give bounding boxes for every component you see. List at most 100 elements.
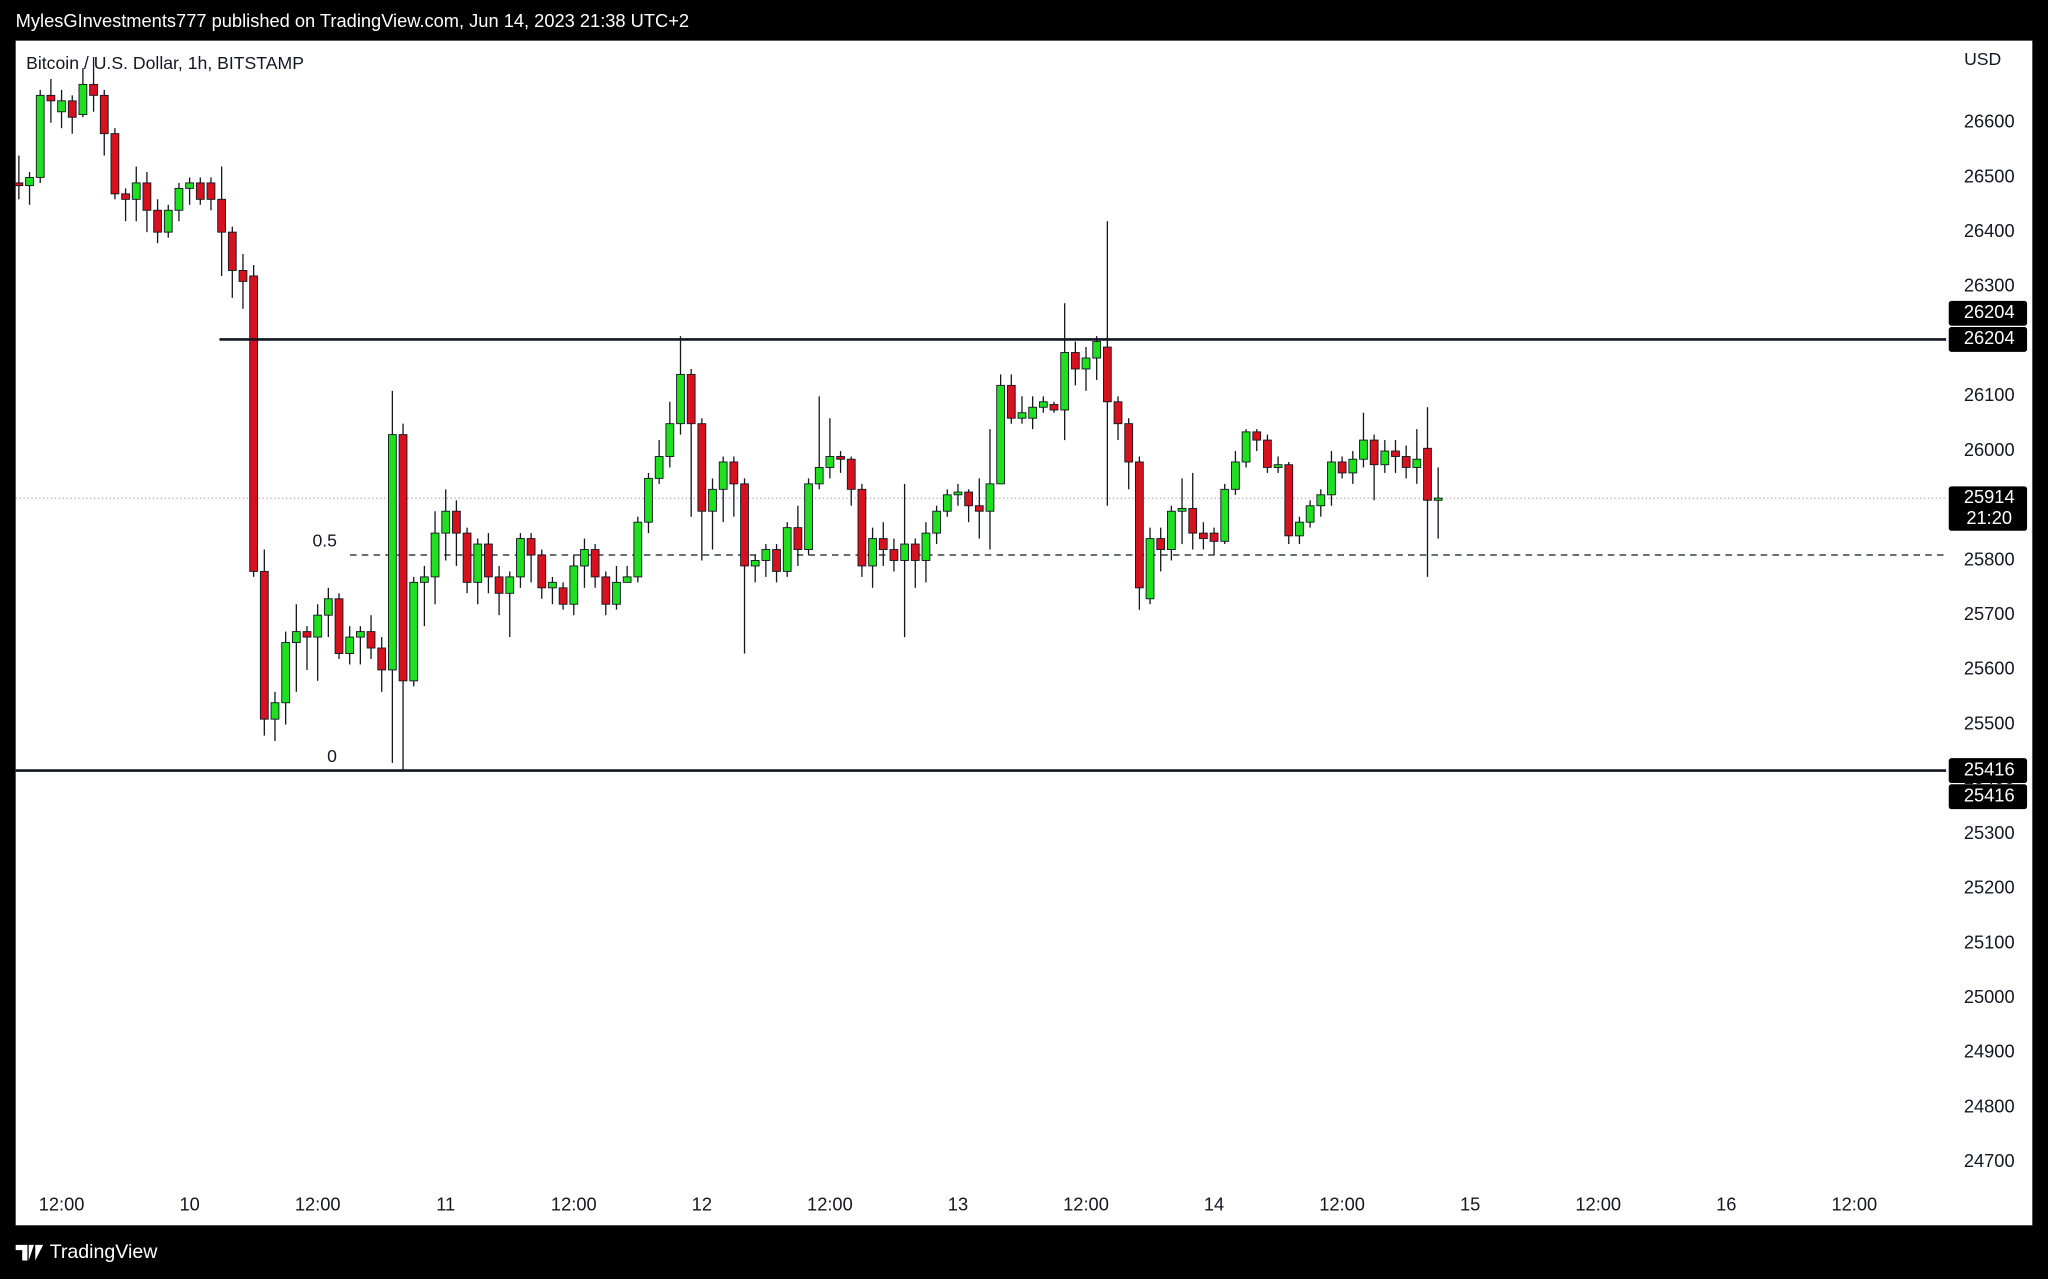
level-label: 25416 (1964, 758, 2015, 779)
last-price-label: 25914 (1964, 486, 2015, 507)
candle-body (537, 554, 547, 589)
candle-body (131, 182, 141, 200)
candle-body (313, 614, 323, 638)
candle-body (387, 434, 397, 671)
x-tick-label: 12:00 (807, 1194, 853, 1215)
candle-body (1017, 412, 1027, 419)
y-tick-label: 26100 (1964, 384, 2015, 405)
candle-body (846, 458, 856, 490)
y-tick-label: 25300 (1964, 822, 2015, 843)
candle-body (1220, 488, 1230, 542)
candle-body (110, 133, 120, 195)
candle-body (878, 538, 888, 550)
candle-body (452, 510, 461, 534)
x-tick-label: 13 (948, 1194, 968, 1215)
candle-body (697, 423, 707, 512)
candle-body (1284, 464, 1294, 537)
candle-body (227, 231, 237, 271)
candle-body (1070, 352, 1080, 370)
candle-body (1359, 439, 1368, 460)
candle-body (676, 373, 685, 425)
candle-body (889, 549, 899, 561)
candle-body (35, 94, 45, 178)
candle-body (1092, 341, 1102, 359)
candle-body (1145, 538, 1155, 600)
candle-body (420, 576, 429, 583)
x-tick-label: 15 (1460, 1194, 1480, 1215)
candle-body (14, 182, 24, 187)
candle-body (1006, 384, 1016, 419)
candle-body (1380, 450, 1390, 466)
y-tick-label: 26400 (1964, 220, 2015, 241)
candle-body (1337, 461, 1347, 474)
level-badge (1948, 758, 2028, 783)
y-tick-label: 24900 (1964, 1041, 2015, 1062)
candle-body (782, 527, 792, 572)
candle-body (622, 576, 632, 583)
candle-body (1124, 423, 1134, 463)
candle-body (249, 275, 259, 572)
logo (15, 1244, 44, 1261)
candle-body (814, 466, 824, 485)
candle-body (910, 543, 920, 561)
publish-info: MylesGInvestments777 published on Tradin… (16, 10, 689, 31)
x-tick-label: 12:00 (1319, 1194, 1365, 1215)
price-badge (1948, 486, 2028, 531)
y-tick-label: 25100 (1964, 931, 2015, 952)
y-tick-label: 25600 (1964, 658, 2015, 679)
candle-body (355, 631, 365, 638)
candle-body (974, 505, 984, 512)
level-label: 25416 (1964, 785, 2015, 806)
y-tick-label: 26000 (1964, 439, 2015, 460)
candle-body (708, 488, 717, 512)
y-tick-label: 25500 (1964, 712, 2015, 733)
fib-label: 0.5 (312, 531, 337, 551)
footer-brand: TradingView (50, 1241, 159, 1263)
candle-body (1423, 447, 1432, 501)
candle-body (185, 182, 194, 189)
candle-body (644, 477, 653, 523)
candle-body (868, 538, 877, 567)
candle-body (1060, 352, 1070, 411)
chart-panel (15, 40, 2033, 1226)
candle-body (1305, 505, 1315, 523)
level-badge (1948, 300, 2028, 326)
candle-body (825, 456, 835, 468)
candle-body (345, 636, 355, 654)
candle-body (494, 576, 504, 594)
candle-body (1049, 404, 1059, 411)
candle-body (740, 483, 749, 567)
candle-body (654, 456, 664, 479)
candle-body (836, 456, 845, 460)
candle-body (558, 587, 568, 605)
candle-body (1316, 494, 1326, 507)
candle-body (516, 538, 525, 578)
candle-body (996, 384, 1006, 485)
currency: USD (1964, 49, 2001, 69)
candle-body (953, 491, 963, 496)
candle-body (804, 483, 813, 550)
candle-body (67, 100, 77, 118)
fib-label: 0 (327, 746, 337, 766)
countdown-label: 21:20 (1966, 507, 2012, 528)
x-tick-label: 10 (179, 1194, 199, 1215)
y-tick-label: 25700 (1964, 603, 2015, 624)
candle-body (1295, 521, 1304, 537)
candle-body (142, 182, 152, 211)
level-badge (1948, 784, 2028, 810)
candle-body (601, 576, 611, 605)
x-tick-label: 12 (692, 1194, 712, 1215)
candle-body (548, 581, 557, 589)
candle-body (323, 598, 333, 616)
candle-body (484, 543, 493, 578)
candle-body (153, 209, 162, 233)
candle-body (89, 83, 98, 96)
candle-body (932, 510, 941, 534)
x-tick-label: 12:00 (1063, 1194, 1109, 1215)
candle-body (1348, 458, 1358, 474)
x-tick-label: 14 (1204, 1194, 1224, 1215)
candle-body (1412, 458, 1422, 468)
candle-body (462, 532, 472, 583)
candle-body (25, 176, 34, 187)
candle-body (57, 100, 66, 113)
